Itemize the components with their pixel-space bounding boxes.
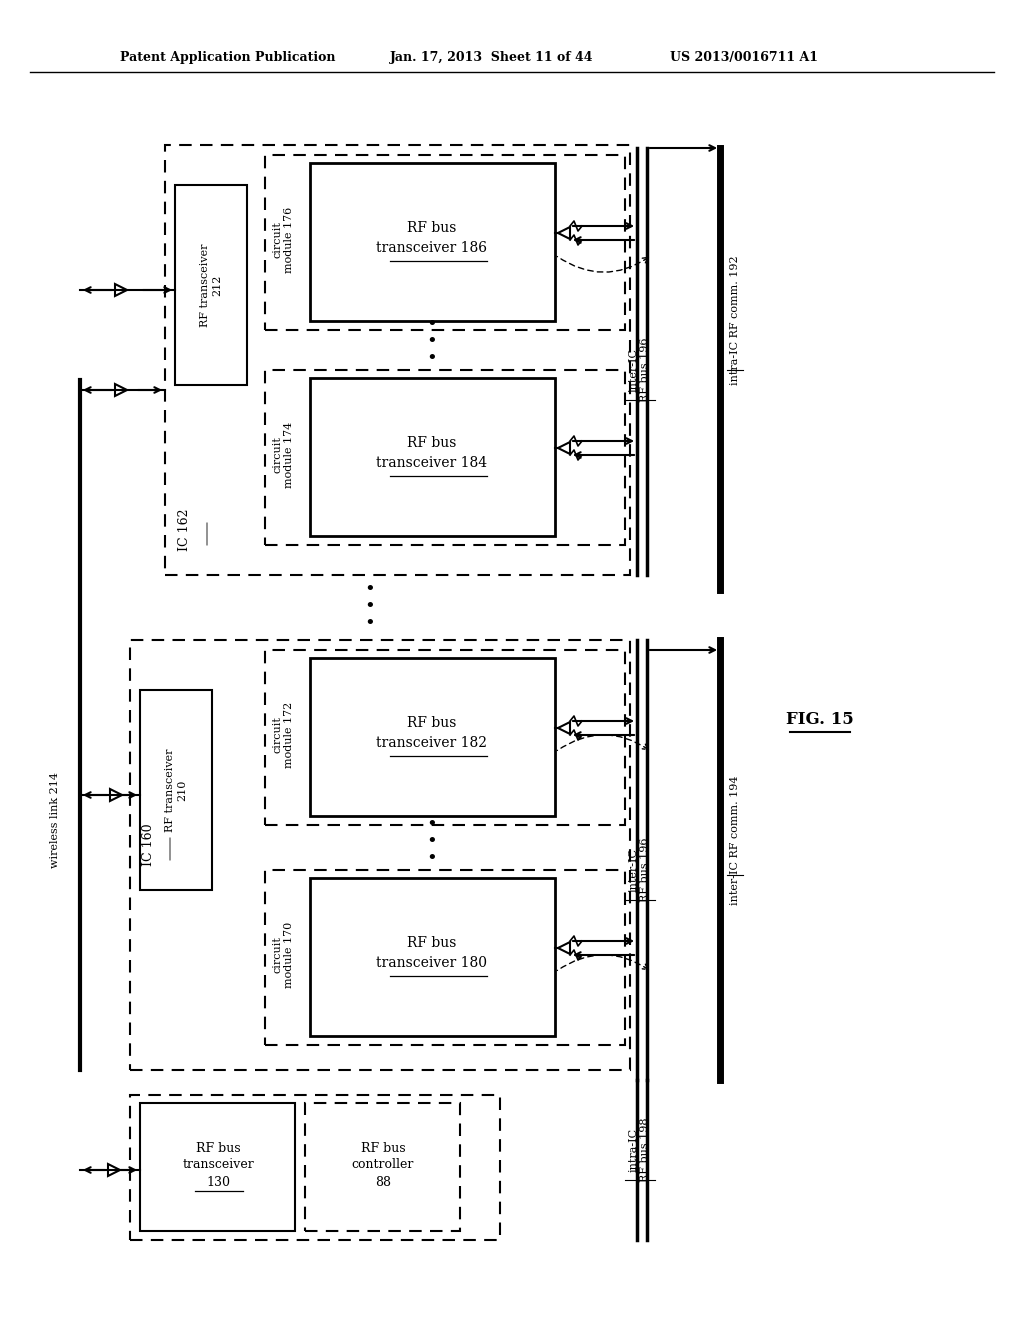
Text: RF transceiver
210: RF transceiver 210 (165, 748, 186, 832)
Text: RF bus 198: RF bus 198 (640, 1118, 650, 1183)
Text: RF bus: RF bus (196, 1142, 241, 1155)
Text: RF bus 196: RF bus 196 (640, 338, 650, 403)
Text: transceiver 184: transceiver 184 (377, 455, 487, 470)
Text: Patent Application Publication: Patent Application Publication (120, 51, 336, 65)
Bar (165, 145, 630, 576)
Text: RF bus 196: RF bus 196 (640, 838, 650, 903)
Bar (265, 870, 625, 1045)
Text: circuit
module 172: circuit module 172 (272, 702, 294, 768)
Text: circuit
module 170: circuit module 170 (272, 921, 294, 989)
Text: inter-IC RF comm. 194: inter-IC RF comm. 194 (730, 775, 740, 904)
Text: transceiver: transceiver (182, 1159, 254, 1172)
Text: transceiver 186: transceiver 186 (377, 242, 487, 255)
Text: inter-IC: inter-IC (629, 847, 639, 892)
Text: circuit
module 174: circuit module 174 (272, 422, 294, 488)
Bar (310, 657, 555, 816)
Text: intra-IC: intra-IC (629, 1127, 639, 1172)
Bar (130, 640, 630, 1071)
Text: •: • (427, 350, 437, 368)
Text: FIG. 15: FIG. 15 (786, 711, 854, 729)
Text: wireless link 214: wireless link 214 (50, 772, 60, 869)
Bar (265, 649, 625, 825)
Text: •: • (427, 850, 437, 869)
Bar (265, 370, 625, 545)
Text: 130: 130 (206, 1176, 230, 1188)
Text: •: • (365, 598, 376, 616)
Text: controller: controller (352, 1159, 414, 1172)
Text: •: • (427, 315, 437, 334)
Bar (140, 1104, 295, 1232)
Text: •: • (365, 581, 376, 599)
Text: •: • (427, 833, 437, 851)
Bar (265, 154, 625, 330)
Bar (310, 378, 555, 536)
Text: IC 162: IC 162 (178, 508, 191, 552)
Text: Jan. 17, 2013  Sheet 11 of 44: Jan. 17, 2013 Sheet 11 of 44 (390, 51, 594, 65)
Bar (310, 162, 555, 321)
Text: •: • (427, 816, 437, 834)
Bar (130, 1096, 500, 1239)
Text: •: • (365, 615, 376, 634)
Text: RF bus: RF bus (408, 936, 457, 950)
Text: RF bus: RF bus (408, 715, 457, 730)
Text: •: • (427, 333, 437, 351)
Text: RF transceiver
212: RF transceiver 212 (201, 243, 222, 327)
Text: intra-IC RF comm. 192: intra-IC RF comm. 192 (730, 255, 740, 385)
Text: 88: 88 (375, 1176, 391, 1188)
Text: US 2013/0016711 A1: US 2013/0016711 A1 (670, 51, 818, 65)
Text: transceiver 180: transceiver 180 (377, 956, 487, 970)
Text: RF bus: RF bus (408, 436, 457, 450)
Text: inter-IC: inter-IC (629, 348, 639, 392)
Text: transceiver 182: transceiver 182 (377, 737, 487, 750)
Text: circuit
module 176: circuit module 176 (272, 207, 294, 273)
Text: RF bus: RF bus (408, 220, 457, 235)
Bar (140, 690, 212, 890)
Bar (175, 185, 247, 385)
Bar (305, 1104, 460, 1232)
Bar (310, 878, 555, 1036)
Text: RF bus: RF bus (360, 1142, 406, 1155)
Text: IC 160: IC 160 (141, 824, 155, 866)
